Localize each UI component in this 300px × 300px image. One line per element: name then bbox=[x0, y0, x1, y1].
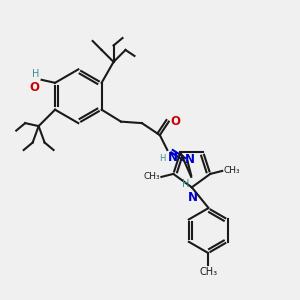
Text: N: N bbox=[188, 191, 198, 204]
Text: N: N bbox=[168, 152, 178, 164]
Text: O: O bbox=[29, 81, 40, 94]
Text: H: H bbox=[159, 154, 165, 163]
Text: CH₃: CH₃ bbox=[144, 172, 160, 182]
Text: CH₃: CH₃ bbox=[224, 167, 240, 176]
Text: CH₃: CH₃ bbox=[199, 267, 217, 278]
Text: O: O bbox=[170, 115, 180, 128]
Text: H: H bbox=[32, 69, 40, 79]
Text: H: H bbox=[182, 179, 190, 189]
Text: N: N bbox=[185, 153, 195, 166]
